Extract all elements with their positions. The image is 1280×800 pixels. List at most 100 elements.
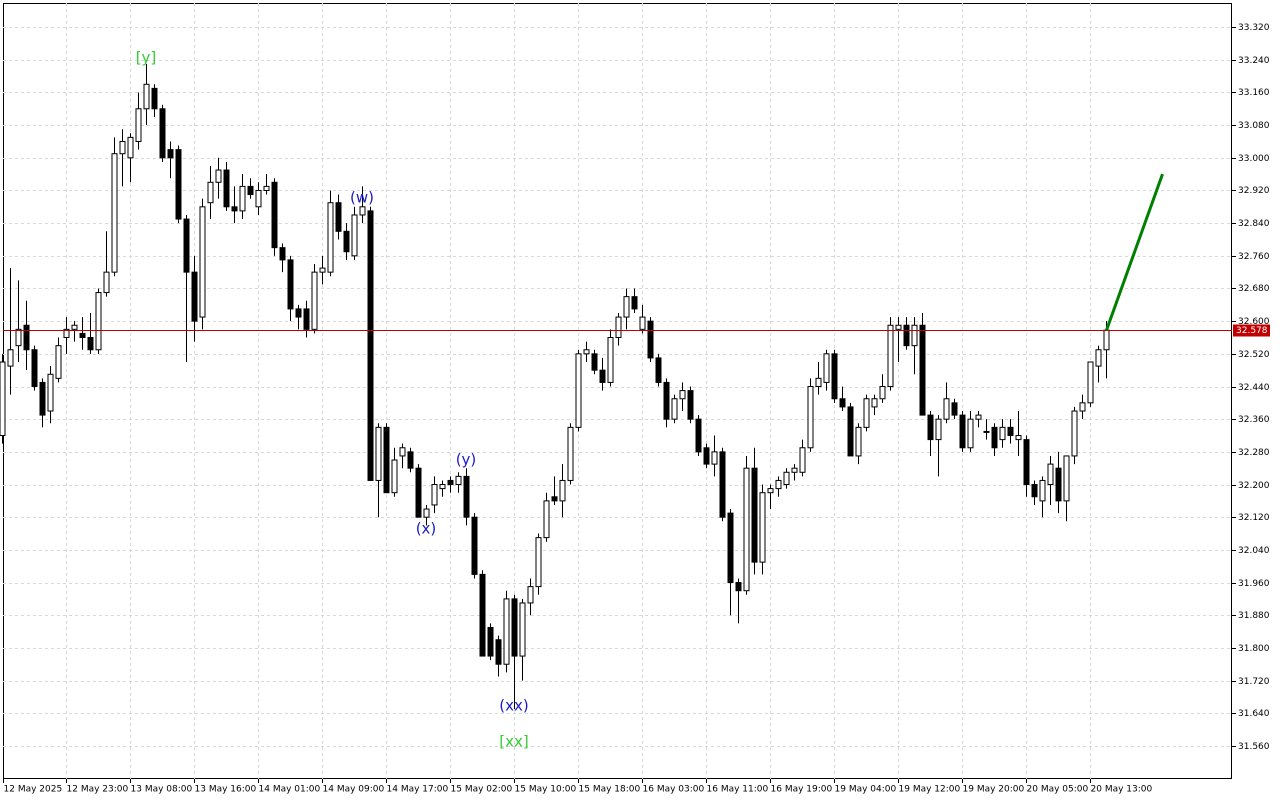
y-tick-label: 31.560	[1238, 742, 1270, 752]
x-tick-label: 16 May 11:00	[707, 785, 769, 795]
candle-body	[175, 149, 182, 220]
candle-body	[751, 467, 758, 563]
wave-label: (xx)	[499, 697, 528, 715]
candle-body	[663, 381, 670, 420]
y-tick-label: 31.880	[1238, 611, 1270, 621]
candle-body	[207, 181, 214, 204]
candle-body	[879, 386, 886, 400]
candle-body	[759, 492, 766, 563]
wave-label: (y)	[456, 451, 477, 469]
candle-body	[535, 537, 542, 588]
y-tick-label: 32.680	[1238, 284, 1270, 294]
candle-body	[1087, 361, 1094, 404]
candle-body	[415, 467, 422, 518]
candle-body	[583, 349, 590, 355]
candle-body	[575, 353, 582, 428]
candle-body	[327, 202, 334, 273]
candle-body	[319, 267, 326, 273]
x-tick-label: 20 May 13:00	[1091, 785, 1153, 795]
candle-body	[31, 349, 38, 388]
candle-body	[15, 328, 22, 347]
candle-body	[711, 451, 718, 465]
candle-body	[1031, 484, 1038, 498]
candle-body	[391, 459, 398, 494]
candle-body	[1007, 426, 1014, 437]
candle-body	[679, 390, 686, 400]
y-tick-label: 32.920	[1238, 186, 1270, 196]
candle-body	[871, 398, 878, 408]
candle-body	[735, 582, 742, 592]
y-tick-label: 31.960	[1238, 579, 1270, 589]
x-tick-label: 19 May 20:00	[963, 785, 1025, 795]
candle-body	[95, 292, 102, 351]
y-tick-label: 32.760	[1238, 252, 1270, 262]
candle-body	[295, 308, 302, 318]
candle-body	[375, 426, 382, 481]
x-tick-label: 14 May 09:00	[323, 785, 385, 795]
candle-body	[927, 414, 934, 441]
candle-body	[551, 496, 558, 502]
y-tick-label: 31.720	[1238, 677, 1270, 687]
candle-body	[127, 136, 134, 159]
candle-body	[199, 206, 206, 318]
candle-body	[303, 308, 310, 330]
candle-body	[255, 189, 262, 208]
candle-body	[447, 479, 454, 486]
candle-body	[847, 406, 854, 457]
candle-body	[167, 149, 174, 159]
candle-body	[247, 185, 254, 196]
grid	[3, 3, 1232, 779]
candle-body	[455, 475, 462, 486]
candle-body	[1103, 329, 1110, 351]
x-tick-label: 13 May 16:00	[195, 785, 257, 795]
candle-body	[767, 488, 774, 494]
y-tick-label: 33.160	[1238, 88, 1270, 98]
candle-body	[703, 447, 710, 465]
candle-body	[695, 418, 702, 453]
candle-body	[543, 500, 550, 539]
candle-body	[863, 398, 870, 428]
axes: 31.560 31.640 31.720 31.800 31.880 31.960 32.0…	[3, 23, 1270, 795]
candle-body	[895, 324, 902, 330]
candle-body	[1039, 479, 1046, 502]
candle-body	[991, 426, 998, 449]
candle-body	[191, 271, 198, 322]
candle-body	[567, 426, 574, 481]
candle-body	[975, 414, 982, 420]
candle-body	[47, 373, 54, 412]
x-tick-label: 20 May 05:00	[1027, 785, 1089, 795]
candle-body	[511, 598, 518, 657]
candle-body	[807, 386, 814, 449]
candle-body	[1079, 402, 1086, 412]
candle-body	[239, 185, 246, 212]
y-tick-label: 31.640	[1238, 709, 1270, 719]
candle-body	[135, 108, 142, 142]
candle-body	[1015, 435, 1022, 441]
y-tick-label: 31.800	[1238, 644, 1270, 654]
candle-body	[775, 479, 782, 490]
candle-body	[623, 296, 630, 318]
candle-body	[215, 169, 222, 183]
candle-body	[287, 259, 294, 310]
candle-body	[0, 361, 6, 437]
candle-body	[815, 377, 822, 388]
candle-body	[919, 324, 926, 416]
candle-body	[351, 214, 358, 257]
x-tick-label: 16 May 03:00	[643, 785, 705, 795]
candle-body	[263, 185, 270, 191]
candle-body	[39, 381, 46, 416]
candle-body	[119, 140, 126, 155]
y-tick-label: 32.280	[1238, 448, 1270, 458]
plot-frame	[3, 3, 1232, 779]
candle-body	[407, 451, 414, 469]
candle-body	[439, 484, 446, 490]
candle-body	[855, 426, 862, 457]
candle-body	[783, 471, 790, 486]
wave-label: (x)	[416, 520, 437, 538]
candle-body	[183, 218, 190, 273]
candle-body	[999, 426, 1006, 441]
candles: [y] (w) (x) (y) (xx) [xx]	[0, 49, 1232, 751]
candle-body	[967, 418, 974, 449]
